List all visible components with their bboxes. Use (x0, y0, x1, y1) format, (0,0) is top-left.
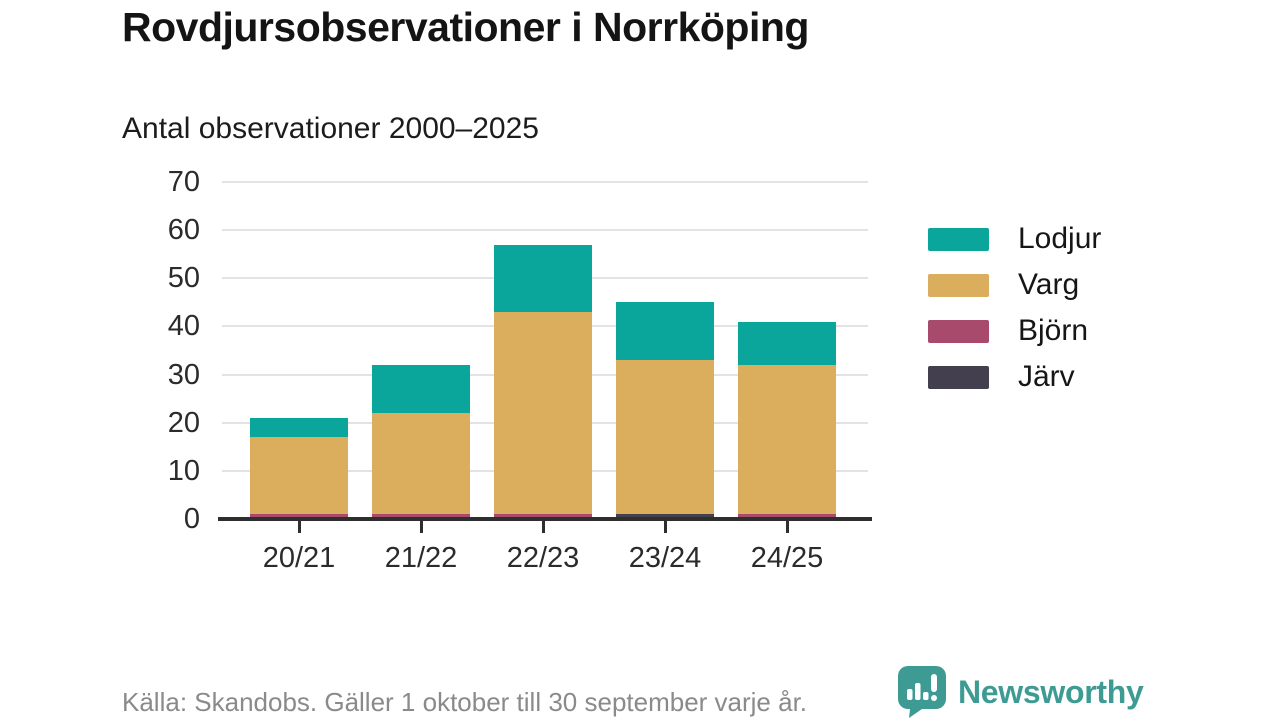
legend-label: Järv (1018, 360, 1075, 393)
plot-area (222, 181, 868, 519)
x-axis-tick (785, 521, 789, 533)
legend-label: Björn (1018, 314, 1089, 347)
gridline (222, 229, 868, 232)
legend-swatch (928, 273, 989, 297)
bar-segment-Varg (616, 360, 714, 515)
newsworthy-wordmark: Newsworthy (958, 673, 1144, 710)
bar-segment-Lodjur (372, 364, 470, 414)
legend-item-varg: Varg (928, 262, 1101, 308)
x-axis-tick-label: 21/22 (384, 542, 458, 574)
legend-label: Lodjur (1018, 222, 1102, 255)
x-axis-tick (419, 521, 423, 533)
legend-swatch (928, 365, 989, 389)
y-axis-tick-label: 50 (167, 262, 200, 295)
bar-segment-Björn (738, 514, 836, 519)
chart-title: Rovdjursobservationer i Norrköping (122, 4, 809, 50)
y-axis-tick-label: 10 (167, 454, 200, 487)
legend-swatch (928, 319, 989, 343)
gridline (222, 181, 868, 183)
bar-segment-Varg (372, 413, 470, 515)
bar-segment-Järv (616, 514, 714, 519)
bar-24/25 (738, 182, 836, 519)
legend-label: Varg (1018, 268, 1080, 301)
legend: Lodjur Varg Björn Järv (928, 216, 1101, 400)
bar-22/23 (494, 182, 592, 519)
y-axis-tick-label: 30 (167, 358, 200, 391)
y-axis-tick-label: 0 (183, 503, 200, 535)
bar-segment-Björn (494, 514, 592, 519)
bar-segment-Varg (738, 364, 836, 515)
chart-subtitle: Antal observationer 2000–2025 (122, 112, 539, 145)
x-axis-tick (297, 521, 301, 533)
legend-item-bjrn: Björn (928, 308, 1101, 354)
legend-item-jrv: Järv (928, 354, 1101, 400)
bar-segment-Björn (372, 514, 470, 519)
x-axis-tick (541, 521, 545, 533)
x-axis-tick-label: 24/25 (750, 542, 824, 574)
newsworthy-logo: Newsworthy (898, 666, 1144, 718)
x-axis-line (218, 517, 872, 521)
bar-segment-Lodjur (494, 244, 592, 312)
bar-23/24 (616, 182, 714, 519)
y-axis-tick-label: 60 (167, 214, 200, 247)
bar-segment-Varg (250, 437, 348, 515)
x-axis-tick-label: 20/21 (262, 542, 336, 574)
bar-segment-Varg (494, 312, 592, 515)
y-axis-tick-label: 20 (167, 406, 200, 439)
bar-segment-Lodjur (616, 302, 714, 361)
bar-segment-Lodjur (738, 321, 836, 365)
legend-swatch (928, 227, 989, 251)
source-note: Källa: Skandobs. Gäller 1 oktober till 3… (122, 687, 808, 717)
y-axis-tick-label: 40 (167, 310, 200, 343)
newsworthy-speech-bubble-barchart-icon (898, 666, 946, 718)
x-axis-tick-label: 23/24 (628, 542, 702, 574)
x-axis-tick-label: 22/23 (506, 542, 580, 574)
legend-item-lodjur: Lodjur (928, 216, 1101, 262)
y-axis-tick-label: 70 (167, 166, 200, 198)
bar-21/22 (372, 182, 470, 519)
bar-20/21 (250, 182, 348, 519)
bar-segment-Björn (250, 514, 348, 519)
x-axis-tick (663, 521, 667, 533)
bar-segment-Lodjur (250, 417, 348, 438)
